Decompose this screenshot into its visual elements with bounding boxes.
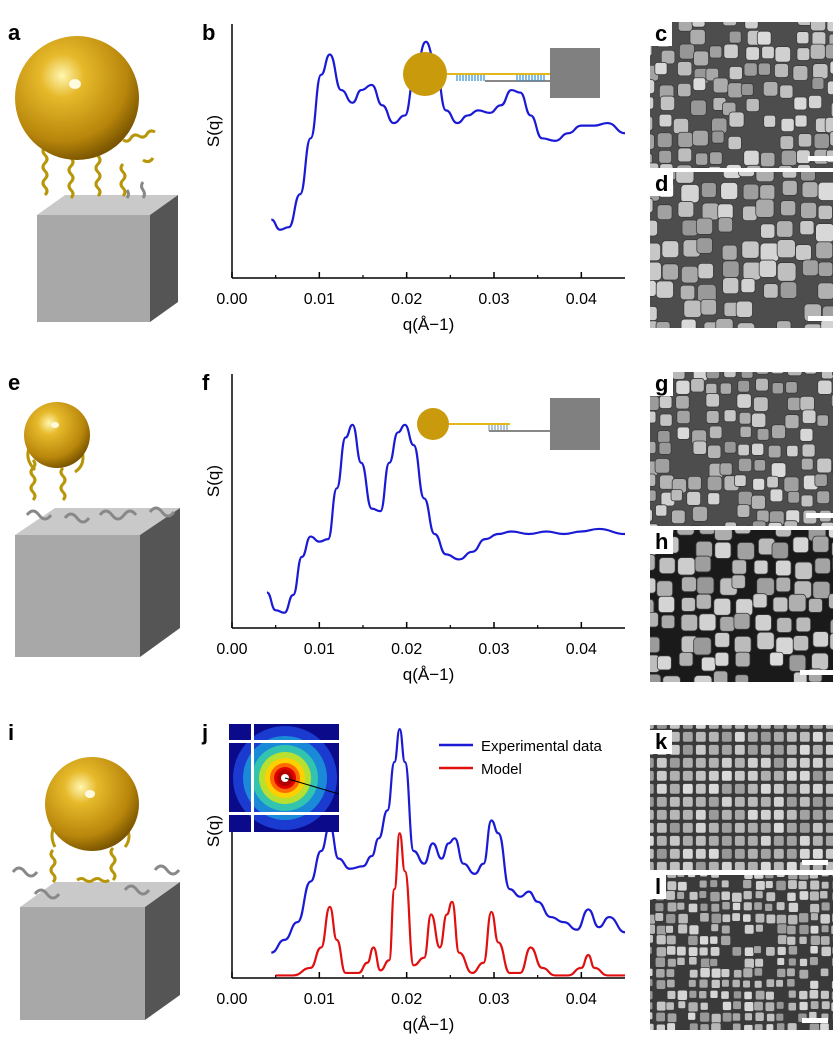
x-tick-label: 0.02	[391, 991, 422, 1008]
legend: Experimental data Model	[439, 738, 603, 778]
x-tick-label: 0.04	[566, 641, 597, 658]
sem-image-k	[650, 725, 833, 870]
illustration-e	[15, 402, 180, 657]
panel-label-i: i	[8, 720, 15, 745]
panel-label-d: d	[650, 172, 674, 196]
panel-label-j: j	[202, 720, 209, 745]
x-tick-label: 0.03	[478, 641, 509, 658]
illustration-i	[11, 757, 181, 1020]
panel-label-c: c	[650, 22, 673, 46]
y-axis-label: S(q)	[204, 815, 223, 847]
panel-label-k: k	[650, 730, 673, 754]
panel-label-e: e	[8, 370, 21, 395]
series-line	[266, 423, 626, 614]
x-tick-label: 0.01	[304, 641, 335, 658]
saxs-pattern-inset	[229, 724, 340, 832]
x-tick-label: 0.00	[216, 641, 247, 658]
panel-label-b: b	[202, 20, 216, 45]
scale-bar-g	[806, 513, 833, 518]
chart-j: 0.00 0.01 0.02 0.03 0.04 q(Å−1) S(q) Experiment…	[204, 724, 626, 1034]
scale-bar-h	[800, 670, 833, 675]
panel-label-h: h	[650, 530, 674, 554]
scale-bar-k	[802, 860, 828, 865]
x-tick-label: 0.02	[391, 641, 422, 658]
y-axis-label: S(q)	[204, 115, 223, 147]
legend-label-model: Model	[481, 761, 522, 778]
x-tick-label: 0.04	[566, 291, 597, 308]
x-tick-label: 0.02	[391, 291, 422, 308]
series-line-model	[275, 832, 625, 977]
schematic-inset-f	[417, 398, 600, 450]
x-tick-label: 0.00	[216, 991, 247, 1008]
schematic-inset-b	[403, 48, 600, 98]
x-axis-label: q(Å−1)	[403, 1015, 455, 1034]
legend-label-experimental: Experimental data	[481, 738, 603, 755]
x-axis-label: q(Å−1)	[403, 315, 455, 334]
panel-label-f: f	[202, 370, 210, 395]
chart-b: 0.00 0.01 0.02 0.03 0.04 q(Å−1) S(q)	[204, 24, 626, 334]
sem-image-c	[650, 22, 833, 168]
x-tick-label: 0.00	[216, 291, 247, 308]
x-tick-label: 0.01	[304, 991, 335, 1008]
sem-image-g	[650, 372, 833, 526]
scale-bar-c	[808, 156, 833, 161]
series-line-experimental-data	[271, 727, 626, 954]
sem-image-l	[650, 875, 833, 1030]
y-axis-label: S(q)	[204, 465, 223, 497]
scale-bar-l	[802, 1018, 828, 1023]
x-tick-label: 0.04	[566, 991, 597, 1008]
sem-image-h	[650, 530, 833, 682]
x-tick-label: 0.03	[478, 291, 509, 308]
scale-bar-d	[808, 316, 833, 321]
panel-label-l: l	[650, 875, 667, 899]
panel-label-a: a	[8, 20, 21, 45]
x-tick-label: 0.03	[478, 991, 509, 1008]
x-axis-label: q(Å−1)	[403, 665, 455, 684]
x-tick-label: 0.01	[304, 291, 335, 308]
panel-label-g: g	[650, 372, 674, 396]
chart-f: 0.00 0.01 0.02 0.03 0.04 q(Å−1) S(q)	[204, 374, 626, 684]
illustration-a	[15, 36, 178, 322]
sem-image-d	[650, 172, 833, 328]
